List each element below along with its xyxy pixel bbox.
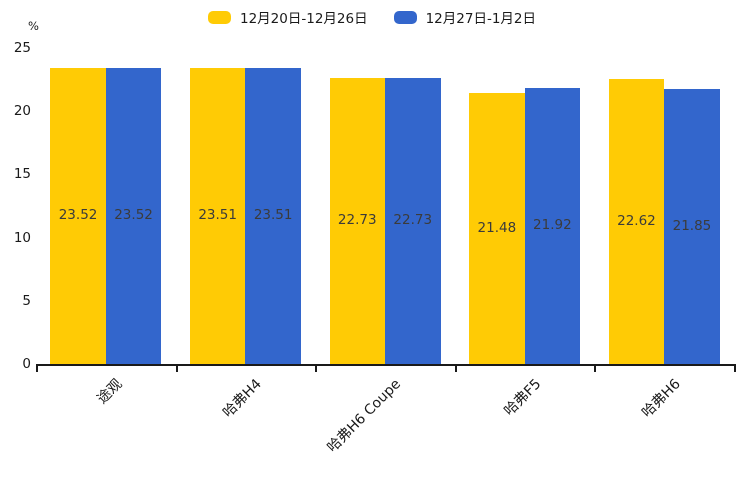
bar-value-label: 23.52 (58, 207, 98, 224)
x-axis-tick-mark (734, 366, 736, 372)
y-axis-tick-label: 20 (13, 103, 31, 120)
x-axis-line (36, 364, 736, 366)
x-axis-tick-mark (175, 366, 178, 372)
y-axis-unit-label: % (28, 19, 39, 33)
x-axis-category-label: 途观 (94, 376, 126, 408)
bar-value-label: 21.48 (477, 220, 517, 237)
bar-series-1-哈弗H4 (245, 67, 301, 364)
y-axis-tick-label: 0 (22, 356, 31, 372)
legend-label: 12月20日-12月26日 (240, 11, 368, 27)
bar-value-label: 23.52 (114, 207, 153, 224)
legend-item-0: 12月20日-12月26日 (208, 7, 368, 27)
bar-series-1-哈弗F5 (524, 87, 581, 364)
x-axis-tick-mark (36, 366, 38, 372)
bar-series-1-途观 (105, 67, 162, 364)
bar-series-0-哈弗H6 Coupe (329, 77, 385, 364)
x-axis-category-label: 哈弗H6 (638, 376, 684, 421)
legend-item-1: 12月27日-1月2日 (393, 7, 536, 27)
y-axis-tick-label: 5 (22, 292, 31, 309)
legend-swatch-icon (393, 10, 417, 24)
bar-series-0-途观 (50, 67, 106, 364)
bar-series-1-哈弗H6 (664, 88, 720, 364)
x-axis-category-label: 哈弗F5 (500, 376, 545, 420)
bar-value-label: 23.51 (253, 207, 293, 224)
bar-value-label: 21.85 (672, 217, 712, 234)
x-axis-tick-mark (594, 366, 597, 372)
y-axis-tick-label: 10 (13, 229, 31, 246)
bar-value-label: 22.73 (393, 212, 433, 229)
bar-value-label: 22.73 (337, 212, 377, 229)
legend-swatch-icon (208, 10, 231, 24)
x-axis-tick-mark (315, 366, 318, 372)
x-axis-category-label: 哈弗H6 Coupe (324, 376, 405, 456)
legend: 12月20日-12月26日 12月27日-1月2日 (0, 7, 744, 27)
x-axis-category-label: 哈弗H4 (219, 376, 265, 421)
bar-series-0-哈弗F5 (469, 93, 525, 364)
bar-series-0-哈弗H4 (189, 67, 246, 364)
y-axis-tick-label: 15 (13, 166, 31, 183)
bar-value-label: 21.92 (533, 217, 572, 234)
bar-series-1-哈弗H6 Coupe (385, 77, 441, 364)
bar-series-0-哈弗H6 (608, 79, 665, 364)
y-axis-tick-label: 25 (13, 40, 31, 56)
bar-value-label: 23.51 (198, 207, 237, 224)
legend-label: 12月27日-1月2日 (425, 11, 536, 27)
x-axis-tick-mark (454, 366, 457, 372)
bar-value-label: 22.62 (617, 213, 656, 230)
